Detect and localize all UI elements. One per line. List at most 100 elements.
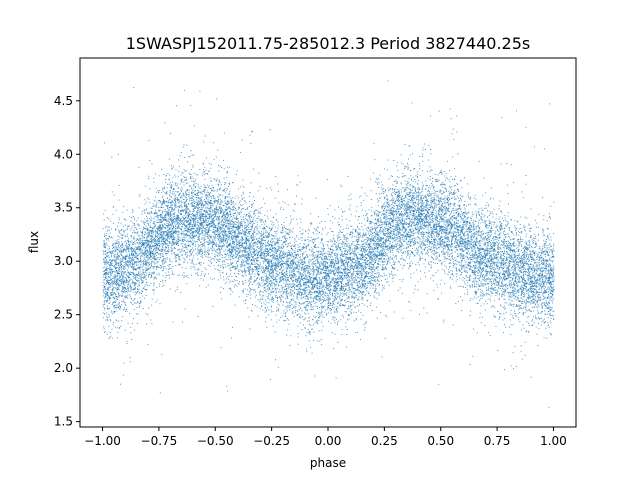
data-point xyxy=(111,191,113,193)
data-point xyxy=(241,274,243,276)
data-point xyxy=(136,302,138,304)
data-point xyxy=(365,323,367,324)
data-point xyxy=(449,187,451,189)
data-point xyxy=(346,260,347,262)
data-point xyxy=(400,233,402,235)
data-point xyxy=(259,211,261,213)
data-point xyxy=(381,230,383,232)
data-point xyxy=(244,288,246,290)
data-point xyxy=(403,187,405,189)
data-point xyxy=(111,281,113,283)
data-point xyxy=(246,245,248,247)
data-point xyxy=(484,207,486,209)
data-point xyxy=(437,221,439,223)
data-point xyxy=(400,154,402,156)
data-point xyxy=(126,269,128,271)
data-point xyxy=(188,235,189,237)
data-point xyxy=(539,299,541,301)
data-point xyxy=(267,231,268,233)
data-point xyxy=(141,282,143,284)
data-point xyxy=(192,213,194,215)
data-point xyxy=(128,282,130,283)
data-point xyxy=(212,239,214,241)
data-point xyxy=(413,186,415,188)
data-point xyxy=(147,258,149,260)
data-point xyxy=(409,169,411,171)
data-point xyxy=(200,247,202,249)
data-point xyxy=(314,284,316,286)
data-point xyxy=(204,203,206,205)
data-point xyxy=(376,222,378,224)
data-point xyxy=(352,258,354,260)
data-point xyxy=(473,197,475,199)
data-point xyxy=(517,264,519,266)
data-point xyxy=(446,238,447,240)
data-point xyxy=(191,274,192,276)
data-point xyxy=(257,227,259,229)
data-point xyxy=(159,219,161,221)
data-point xyxy=(354,248,356,250)
data-point xyxy=(254,273,256,275)
data-point xyxy=(449,262,451,264)
data-point xyxy=(527,294,529,296)
data-point xyxy=(306,301,308,303)
data-point xyxy=(392,197,394,199)
data-point xyxy=(427,240,429,242)
data-point xyxy=(444,219,446,221)
data-point xyxy=(163,284,165,286)
data-point xyxy=(215,236,217,238)
data-point xyxy=(389,223,391,224)
data-point xyxy=(268,244,270,246)
data-point xyxy=(539,247,541,249)
data-point xyxy=(269,249,271,251)
data-point xyxy=(353,254,355,256)
data-point xyxy=(370,215,372,217)
data-point xyxy=(147,230,148,232)
data-point xyxy=(137,258,139,260)
data-point xyxy=(321,281,322,283)
data-point xyxy=(432,280,434,282)
data-point xyxy=(287,306,289,308)
data-point xyxy=(526,264,528,266)
data-point xyxy=(252,288,254,290)
data-point xyxy=(333,277,335,279)
data-point xyxy=(349,302,351,304)
data-point xyxy=(210,225,212,227)
data-point xyxy=(261,207,263,208)
data-point xyxy=(254,209,256,211)
data-point xyxy=(179,210,181,212)
data-point xyxy=(412,215,413,217)
data-point xyxy=(361,226,363,228)
data-point xyxy=(171,270,173,272)
data-point xyxy=(395,185,397,187)
data-point xyxy=(380,255,382,257)
data-point xyxy=(226,250,228,252)
data-point xyxy=(433,197,435,199)
data-point xyxy=(128,283,130,285)
data-point xyxy=(514,278,516,280)
data-point xyxy=(476,214,478,216)
data-point xyxy=(265,269,267,271)
data-point xyxy=(385,219,387,221)
data-point xyxy=(470,243,472,245)
data-point xyxy=(290,260,292,262)
data-point xyxy=(283,257,285,259)
data-point xyxy=(220,198,221,200)
data-point xyxy=(150,267,151,269)
data-point xyxy=(335,246,337,248)
data-point xyxy=(211,198,213,199)
data-point xyxy=(239,281,240,283)
data-point xyxy=(182,192,184,194)
data-point xyxy=(464,208,466,210)
data-point xyxy=(141,248,143,250)
data-point xyxy=(421,227,423,229)
data-point xyxy=(267,253,269,255)
data-point xyxy=(455,262,457,264)
data-point xyxy=(434,206,436,208)
data-point xyxy=(491,227,493,229)
data-point xyxy=(396,208,398,210)
data-point xyxy=(105,270,107,272)
data-point xyxy=(447,225,449,227)
data-point xyxy=(374,228,375,230)
data-point xyxy=(426,210,428,212)
